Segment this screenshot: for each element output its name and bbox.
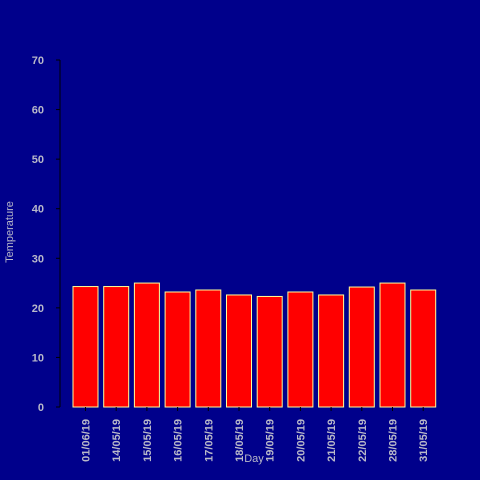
x-tick-label: 18/05/19: [234, 419, 246, 462]
bar: [195, 289, 222, 408]
x-tick-label: 22/05/19: [357, 419, 369, 462]
x-tick-label: 15/05/19: [142, 419, 154, 462]
bar: [379, 282, 406, 408]
y-tick-label: 50: [32, 154, 44, 166]
y-tick-label: 60: [32, 105, 44, 117]
x-tick-label: 14/05/19: [111, 419, 123, 462]
x-tick-label: 31/05/19: [418, 419, 430, 462]
bar: [133, 282, 160, 408]
y-tick-label: 40: [32, 204, 44, 216]
y-tick-label: 10: [32, 352, 44, 364]
x-tick-label: 20/05/19: [295, 419, 307, 462]
x-tick-label: 28/05/19: [388, 419, 400, 462]
y-tick-label: 30: [32, 253, 44, 265]
y-tick-label: 70: [32, 55, 44, 67]
bars: [72, 282, 437, 408]
bar: [103, 286, 130, 408]
x-axis-title: Day: [244, 453, 264, 465]
x-tick-label: 16/05/19: [173, 419, 185, 462]
bar: [348, 286, 375, 408]
x-axis-ticks: 01/06/19 14/05/19 15/05/19 16/05/19 17/05/19…: [81, 407, 430, 462]
x-tick-label: 17/05/19: [203, 419, 215, 462]
bar: [164, 291, 191, 408]
x-tick-label: 21/05/19: [326, 419, 338, 462]
x-tick-label: 19/05/19: [265, 419, 277, 462]
bar: [318, 294, 345, 408]
y-axis-title: Temperature: [4, 201, 16, 263]
bar: [410, 289, 437, 408]
y-tick-label: 20: [32, 303, 44, 315]
bar: [226, 294, 252, 408]
y-axis-ticks: 0 10 20 30 40 50 60 70: [32, 55, 60, 414]
bar: [72, 286, 99, 408]
x-tick-label: 01/06/19: [81, 419, 93, 462]
bar: [287, 291, 314, 408]
y-tick-label: 0: [38, 402, 44, 414]
bar: [256, 295, 283, 408]
